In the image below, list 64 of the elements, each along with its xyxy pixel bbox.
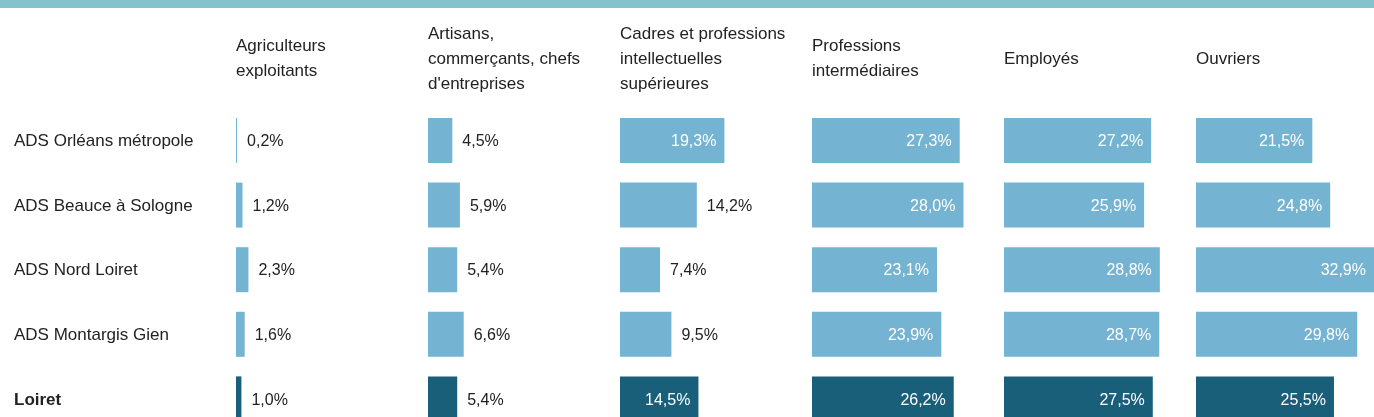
bar — [1196, 118, 1313, 163]
bar — [812, 182, 964, 228]
text: Artisans, commerçants, chefs d'entreprises — [428, 22, 582, 95]
bar — [1004, 118, 1152, 163]
bar — [428, 311, 464, 357]
data-label: 1,2% — [252, 196, 289, 214]
bar — [236, 182, 243, 228]
chart-title: Professions intermédiaires — [812, 35, 920, 82]
data-label: 0,2% — [247, 132, 284, 150]
data-label: 1,6% — [254, 325, 292, 343]
data-label: 24,8% — [1276, 196, 1323, 214]
data-label: 5,4% — [467, 261, 504, 279]
data-label: 4,5% — [462, 132, 499, 150]
bar — [428, 182, 460, 228]
bar — [236, 247, 249, 293]
data-label: 26,2% — [900, 390, 946, 408]
data-label: 6,6% — [473, 325, 511, 343]
bar — [1196, 247, 1374, 293]
data-label: 14,2% — [706, 196, 753, 214]
bar — [812, 247, 937, 293]
data-label: 29,8% — [1303, 325, 1350, 343]
bar — [1004, 311, 1160, 357]
data-label: 28,0% — [910, 196, 956, 214]
bar — [1196, 182, 1331, 228]
data-label: 28,7% — [1105, 325, 1152, 343]
bar — [620, 182, 697, 228]
bar — [620, 118, 725, 163]
data-label: 27,3% — [906, 132, 952, 150]
y-tick-label: ADS Nord Loiret — [14, 260, 139, 280]
y-tick-label: ADS Montargis Gien — [14, 325, 169, 345]
data-label: 5,4% — [467, 390, 504, 408]
data-label: 5,9% — [469, 196, 507, 214]
data-label: 32,9% — [1320, 261, 1366, 279]
chart-title: Agriculteurs exploitants — [236, 35, 327, 82]
data-label: 2,3% — [258, 261, 295, 279]
data-label: 9,5% — [681, 325, 718, 343]
bar — [1004, 247, 1160, 293]
data-label: 28,8% — [1106, 261, 1152, 279]
bar — [812, 311, 942, 357]
bar — [236, 311, 245, 357]
bar — [1004, 182, 1145, 228]
bar — [812, 118, 960, 163]
y-tick-label: ADS Orléans métropole — [14, 131, 194, 151]
data-label: 25,9% — [1090, 196, 1137, 214]
bar — [428, 118, 453, 163]
data-label: 19,3% — [671, 132, 717, 150]
chart-title: Ouvriers — [1196, 47, 1261, 70]
data-label: 27,5% — [1099, 390, 1145, 408]
chart-title: Employés — [1004, 47, 1079, 70]
data-label: 14,5% — [645, 390, 691, 408]
bar — [428, 247, 458, 293]
chart-title: Cadres et professions intellectuelles supérieures — [620, 22, 787, 95]
bar — [620, 311, 672, 357]
data-label: 1,0% — [251, 390, 288, 408]
data-label: 25,5% — [1280, 390, 1326, 408]
data-label: 23,9% — [887, 325, 934, 343]
data-label: 7,4% — [670, 261, 707, 279]
bar — [1196, 311, 1358, 357]
y-tick-label: Loiret — [14, 389, 62, 409]
data-label: 27,2% — [1097, 132, 1144, 150]
data-label: 21,5% — [1258, 132, 1305, 150]
data-label: 23,1% — [883, 261, 929, 279]
y-tick-label: ADS Beauce à Sologne — [14, 195, 193, 215]
bar — [620, 247, 661, 293]
